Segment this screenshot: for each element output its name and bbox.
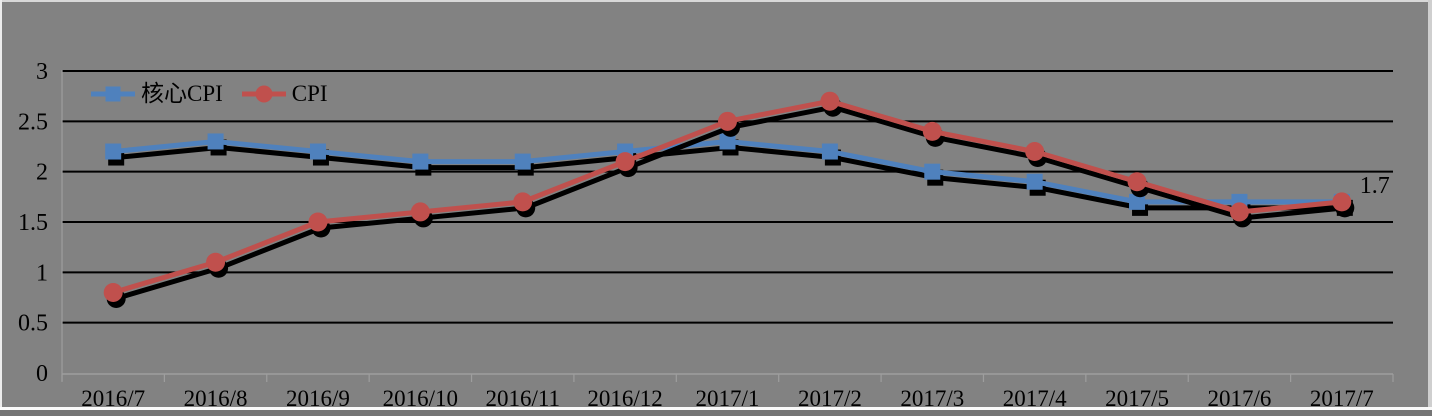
- square-marker: [821, 143, 838, 160]
- x-tick-label: 2017/7: [1310, 386, 1374, 411]
- circle-marker: [1332, 192, 1352, 212]
- circle-marker: [1127, 172, 1147, 192]
- legend-label-cpi: CPI: [291, 81, 328, 106]
- legend-marker-shape: [255, 85, 273, 103]
- circle-marker: [1229, 202, 1249, 222]
- square-marker: [105, 143, 122, 160]
- legend-square-marker-icon: [91, 86, 135, 102]
- circle-marker: [410, 202, 430, 222]
- y-tick-label: 1: [36, 260, 48, 286]
- legend-item-core-cpi: 核心CPI: [90, 82, 223, 106]
- x-tick-label: 2017/4: [1003, 386, 1067, 411]
- circle-marker: [1025, 142, 1045, 162]
- x-tick-label: 2017/1: [696, 386, 760, 411]
- y-tick-label: 0: [36, 361, 48, 387]
- window-border-right: [1428, 0, 1432, 416]
- x-tick-label: 2017/2: [798, 386, 862, 411]
- legend-marker-shape: [105, 86, 121, 102]
- circle-marker: [615, 152, 635, 172]
- circle-marker: [308, 212, 328, 232]
- data-label: 1.7: [1360, 173, 1390, 199]
- x-tick-label: 2016/12: [587, 386, 662, 411]
- legend-item-cpi: CPI: [241, 82, 328, 106]
- legend-circle-marker-icon: [241, 85, 286, 103]
- y-tick-label: 3: [36, 59, 48, 85]
- square-marker: [924, 163, 941, 180]
- x-tick-label: 2016/8: [184, 386, 248, 411]
- y-tick-label: 2.5: [18, 109, 48, 135]
- chart-legend: 核心CPI CPI: [90, 82, 328, 106]
- x-tick-label: 2016/9: [286, 386, 350, 411]
- circle-marker: [922, 121, 942, 141]
- y-tick-label: 0.5: [18, 311, 48, 337]
- circle-marker: [513, 192, 533, 212]
- y-tick-label: 2: [36, 160, 48, 186]
- square-marker: [309, 143, 326, 160]
- square-marker: [1129, 193, 1146, 210]
- window-border-bottom-shade: [0, 410, 1432, 416]
- circle-marker: [820, 91, 840, 111]
- window-border-top: [0, 0, 1432, 2]
- y-tick-label: 1.5: [18, 210, 48, 236]
- x-tick-label: 2016/7: [81, 386, 145, 411]
- square-marker: [514, 153, 531, 170]
- series-line-shadow: [113, 144, 1348, 211]
- x-tick-label: 2017/5: [1105, 386, 1169, 411]
- x-tick-label: 2016/11: [485, 386, 560, 411]
- square-marker: [412, 153, 429, 170]
- circle-marker: [718, 111, 737, 131]
- square-marker: [207, 133, 224, 150]
- x-tick-label: 2016/10: [383, 386, 458, 411]
- circle-marker: [103, 282, 123, 302]
- x-tick-label: 2017/3: [900, 386, 964, 411]
- x-tick-label: 2017/6: [1207, 386, 1271, 411]
- square-marker: [719, 133, 736, 150]
- square-marker: [1026, 173, 1043, 190]
- window-border-left: [0, 0, 2, 416]
- window-border-bottom-highlight: [0, 407, 1432, 410]
- legend-label-core-cpi: 核心CPI: [141, 81, 223, 106]
- circle-marker: [206, 252, 226, 272]
